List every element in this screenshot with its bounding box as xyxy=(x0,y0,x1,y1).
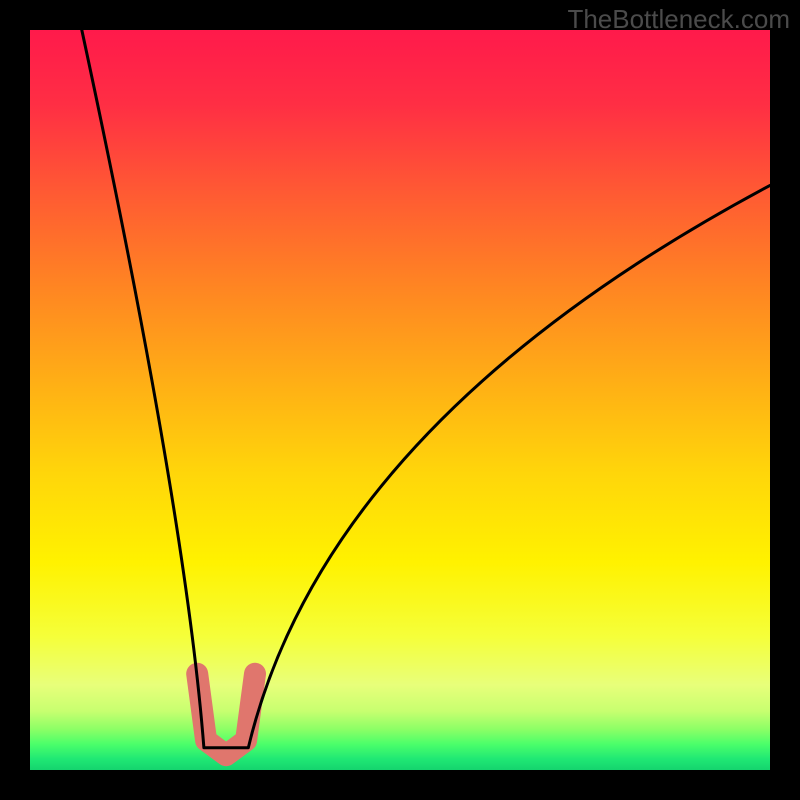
watermark-text: TheBottleneck.com xyxy=(567,4,790,35)
chart-container: TheBottleneck.com xyxy=(0,0,800,800)
gradient-plot-area xyxy=(30,30,770,770)
bottleneck-chart xyxy=(0,0,800,800)
